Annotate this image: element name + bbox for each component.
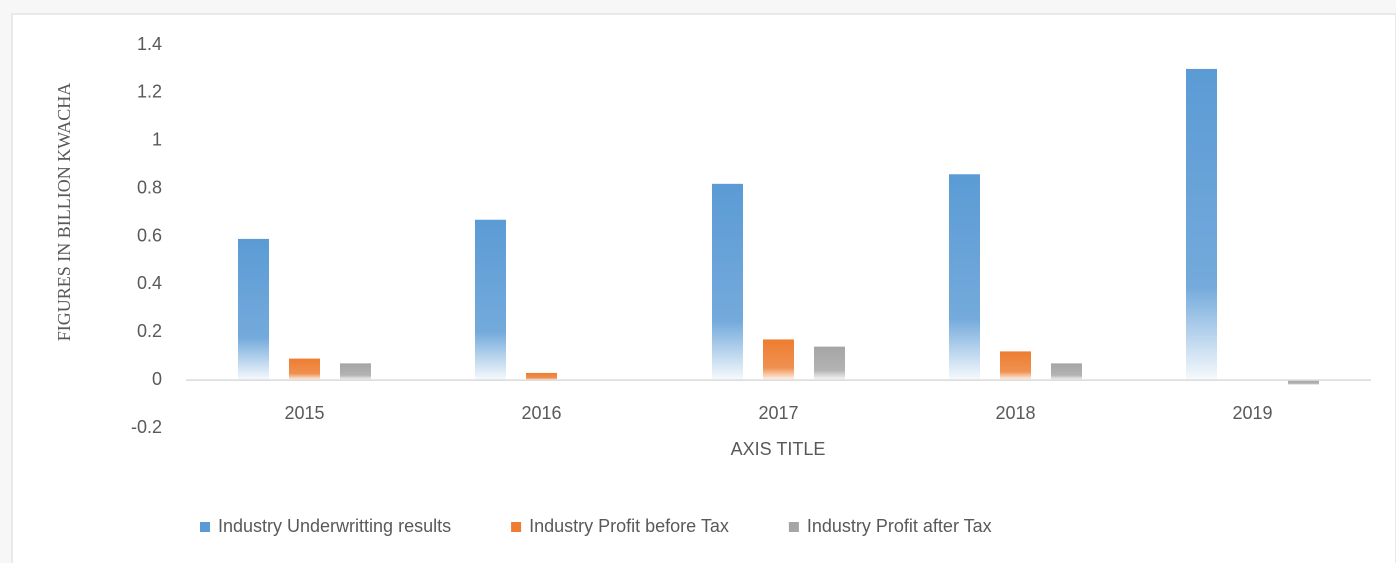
y-tick-label: 0.2 — [137, 321, 162, 341]
y-tick-label: 0 — [152, 369, 162, 389]
y-tick-label: 0.4 — [137, 273, 162, 293]
legend-swatch — [788, 522, 799, 532]
bar — [289, 358, 320, 381]
x-tick-label: 2015 — [284, 403, 324, 423]
bar — [475, 219, 506, 381]
legend-swatch — [511, 522, 522, 532]
bar — [1051, 363, 1082, 381]
x-tick-label: 2018 — [995, 403, 1035, 423]
bar — [238, 238, 269, 381]
y-tick-label: -0.2 — [131, 417, 162, 437]
bar — [949, 174, 980, 381]
bar — [1000, 351, 1031, 381]
legend-label: Industry Profit after Tax — [807, 516, 992, 536]
legend-label: Industry Profit before Tax — [529, 516, 729, 536]
x-tick-label: 2019 — [1232, 403, 1272, 423]
bar — [763, 339, 794, 381]
x-tick-label: 2016 — [521, 403, 561, 423]
y-tick-label: 1.4 — [137, 34, 162, 54]
y-tick-label: 1 — [152, 130, 162, 150]
bar — [1186, 68, 1217, 381]
x-axis-title: AXIS TITLE — [731, 439, 826, 459]
bar — [526, 372, 557, 381]
y-tick-label: 0.8 — [137, 177, 162, 197]
y-tick-label: 0.6 — [137, 225, 162, 245]
y-tick-label: 1.2 — [137, 82, 162, 102]
bar — [1288, 380, 1319, 385]
bar — [340, 363, 371, 381]
legend-swatch — [200, 522, 210, 532]
x-tick-label: 2017 — [758, 403, 798, 423]
bar — [814, 346, 845, 381]
bar — [712, 183, 743, 381]
y-axis-title: FIGURES IN BILLION KWACHA — [54, 83, 74, 342]
legend-label: Industry Underwritting results — [218, 516, 451, 536]
